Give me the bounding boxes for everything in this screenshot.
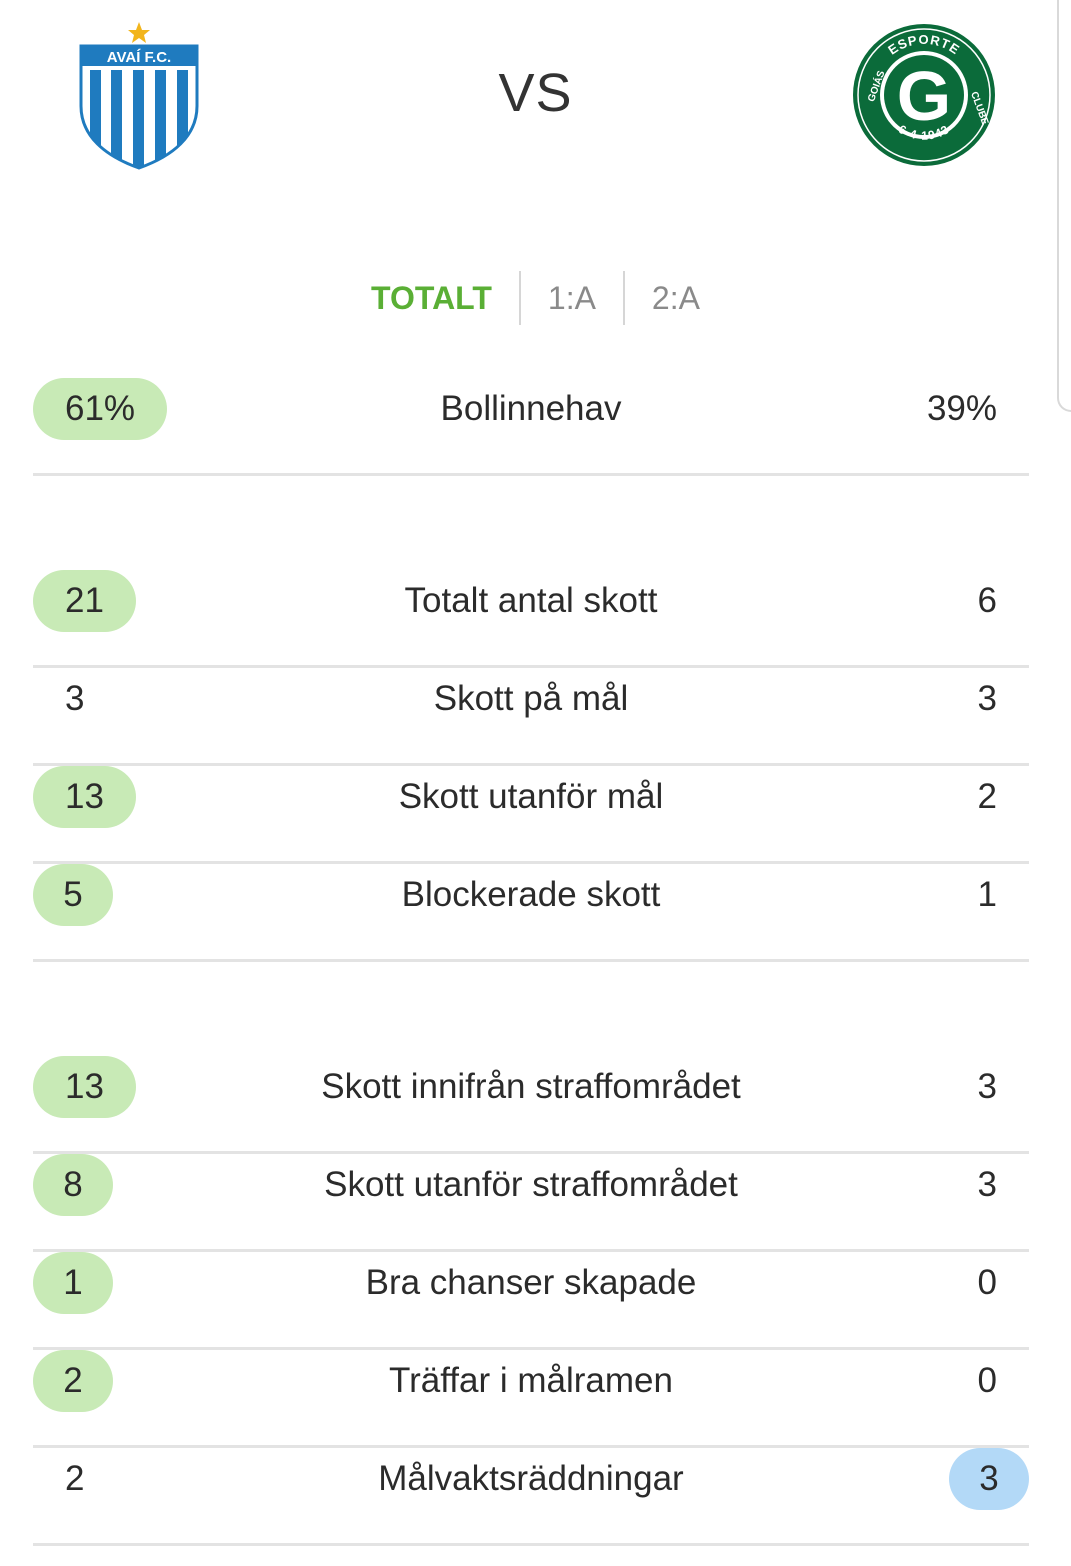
tab-second-half[interactable]: 2:A (651, 280, 700, 316)
home-value: 13 (33, 766, 136, 828)
stat-label: Skott utanför straffområdet (324, 1165, 738, 1204)
away-value: 2 (977, 777, 997, 816)
away-team-logo-bottom-text: 6-4-1943 (896, 122, 951, 143)
away-value: 3 (977, 1067, 997, 1106)
away-value: 0 (977, 1263, 997, 1302)
stat-label: Blockerade skott (401, 875, 661, 914)
stat-row-big-chances: 1 Bra chanser skapade 0 (33, 1252, 1029, 1350)
stat-label: Skott innifrån straffområdet (321, 1067, 741, 1106)
stat-row-shots-on-target: 3 Skott på mål 3 (33, 668, 1029, 766)
stat-row-possession: 61% Bollinnehav 39% (33, 378, 1029, 476)
home-value: 5 (33, 864, 113, 926)
home-value: 13 (33, 1056, 136, 1118)
tab-totalt[interactable]: TOTALT (371, 280, 492, 316)
stat-label: Skott utanför mål (398, 777, 664, 816)
away-value: 1 (977, 875, 997, 914)
stat-label: Skott på mål (433, 679, 629, 718)
stat-row-woodwork: 2 Träffar i målramen 0 (33, 1350, 1029, 1448)
stat-row-shots-off-target: 13 Skott utanför mål 2 (33, 766, 1029, 864)
stat-row-shots-outside-box: 8 Skott utanför straffområdet 3 (33, 1154, 1029, 1252)
home-value: 21 (33, 570, 136, 632)
stat-label: Träffar i målramen (389, 1361, 673, 1400)
home-value: 2 (33, 1350, 113, 1412)
tab-first-half[interactable]: 1:A (547, 280, 596, 316)
svg-text:6-4-1943: 6-4-1943 (896, 122, 952, 143)
stat-label: Totalt antal skott (404, 581, 658, 620)
stat-label: Bra chanser skapade (365, 1263, 697, 1302)
away-value: 3 (977, 1165, 997, 1204)
tab-divider (518, 271, 521, 325)
home-value: 3 (65, 679, 85, 718)
stat-row-blocked-shots: 5 Blockerade skott 1 (33, 864, 1029, 962)
stat-label: Målvaktsräddningar (378, 1459, 684, 1498)
away-value: 39% (926, 389, 997, 428)
match-header: AVAÍ F.C. VS G ESPORTE 6-4-1943 GOIÁS CL… (0, 0, 1071, 200)
period-tabs: TOTALT 1:A 2:A (0, 270, 1071, 326)
stat-row-shots-inside-box: 13 Skott innifrån straffområdet 3 (33, 1056, 1029, 1154)
away-value: 3 (949, 1448, 1029, 1510)
away-value: 3 (977, 679, 997, 718)
home-value: 8 (33, 1154, 113, 1216)
stat-row-total-shots: 21 Totalt antal skott 6 (33, 570, 1029, 668)
away-value: 0 (977, 1361, 997, 1400)
vs-label: VS (498, 63, 573, 123)
home-value: 1 (33, 1252, 113, 1314)
stat-label: Bollinnehav (440, 389, 622, 428)
stat-row-goalkeeper-saves: 2 Målvaktsräddningar 3 (33, 1448, 1029, 1546)
away-value: 6 (977, 581, 997, 620)
home-team-logo-text: AVAÍ F.C. (107, 49, 171, 66)
away-team-logo-letter: G (897, 57, 951, 135)
home-team-logo[interactable]: AVAÍ F.C. (78, 18, 200, 170)
home-value: 61% (33, 378, 168, 440)
away-team-logo[interactable]: G ESPORTE 6-4-1943 GOIÁS CLUBE (851, 22, 997, 168)
tab-divider (622, 271, 625, 325)
home-value: 2 (65, 1459, 85, 1498)
